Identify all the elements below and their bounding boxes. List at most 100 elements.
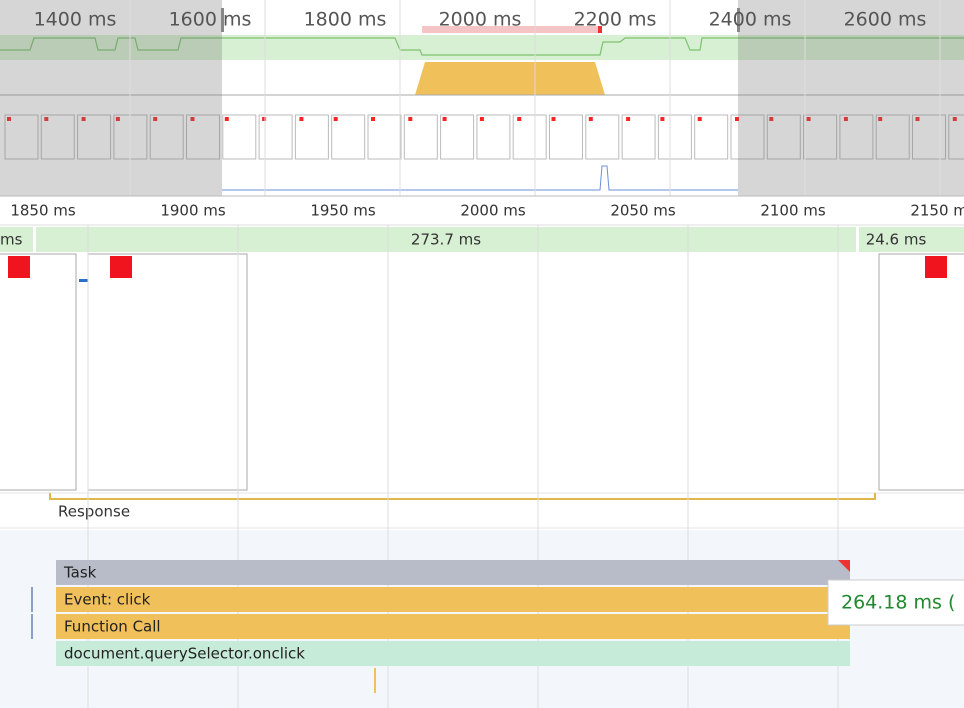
- ruler-tick-label: 1900 ms: [160, 202, 226, 220]
- thumbnail: [839, 114, 874, 160]
- thumb-dot: [371, 117, 375, 121]
- fps-strip: [0, 35, 964, 60]
- interaction-label: Response: [58, 503, 130, 521]
- thumbnail: [258, 114, 293, 160]
- thumbnail: [766, 114, 801, 160]
- thumbnail: [585, 114, 620, 160]
- long-task-bar: [422, 26, 600, 33]
- flame-labels: Task Event: click Function Call document.qu…: [63, 564, 305, 663]
- thumbnail: [476, 114, 511, 160]
- flame-bar[interactable]: [31, 587, 33, 612]
- thumbnail: [803, 114, 838, 160]
- thumb-dot: [408, 117, 413, 121]
- screenshot-strip: [4, 114, 964, 160]
- thumb-dot: [479, 117, 484, 121]
- thumbnail: [40, 114, 75, 160]
- ruler-tick-label: 2050 ms: [610, 202, 676, 220]
- thumb-dot: [697, 117, 702, 121]
- flame-label: document.querySelector.onclick: [64, 645, 305, 663]
- thumbnail: [549, 114, 583, 160]
- ruler-tick-label: 2000 ms: [460, 202, 526, 220]
- red-square: [110, 256, 132, 278]
- overview-tick-label: 1400 ms: [34, 9, 117, 31]
- ruler-tick-label: 2100 ms: [760, 202, 826, 220]
- window-handle-right[interactable]: [737, 8, 740, 32]
- long-task-flag: [838, 560, 850, 572]
- flame-bar[interactable]: [56, 614, 850, 639]
- window-handle-left[interactable]: [221, 8, 224, 32]
- thumb-dot: [7, 117, 11, 121]
- thumbnail: [440, 114, 475, 160]
- thumb-dot: [769, 117, 774, 121]
- ruler-tick-label: 1950 ms: [310, 202, 376, 220]
- thumbnail: [403, 114, 438, 160]
- thumbnail: [367, 114, 402, 160]
- thumb-dot: [952, 117, 957, 121]
- tooltip: [827, 579, 964, 626]
- frame-label: 24.6 ms: [866, 231, 927, 249]
- flame-bar[interactable]: [56, 587, 850, 612]
- screenshot[interactable]: [878, 253, 964, 491]
- thumb-dot: [224, 117, 229, 121]
- thumb-dot: [44, 117, 49, 121]
- flame-label: Event: click: [64, 591, 151, 609]
- ruler-tick-label: 2150 ms: [910, 202, 964, 220]
- red-square: [925, 256, 947, 278]
- overview-tick-label: 2600 ms: [844, 9, 927, 31]
- flame-label: Function Call: [64, 618, 161, 636]
- thumb-dot: [333, 117, 338, 121]
- thumbnail: [730, 114, 765, 160]
- overview-tick-label: 2000 ms: [439, 9, 522, 31]
- fps-line: [0, 37, 964, 56]
- flame-bar[interactable]: [31, 614, 33, 639]
- thumb-dot: [190, 117, 195, 121]
- thumbnail: [4, 114, 39, 160]
- tooltip-duration: 264.18 ms (: [841, 592, 955, 614]
- long-task-marker: [598, 26, 602, 33]
- frame-label: 273.7 ms: [411, 231, 481, 249]
- flame-label: Task: [63, 564, 97, 582]
- network-line: [222, 165, 738, 191]
- thumbnail: [222, 114, 257, 160]
- thumbnail: [948, 114, 964, 160]
- thumb-dot: [915, 117, 920, 121]
- frame[interactable]: [859, 227, 964, 252]
- flame-bar[interactable]: [56, 641, 850, 666]
- screenshot[interactable]: [87, 253, 248, 491]
- thumb-dot: [81, 117, 86, 121]
- overview-tick-label: 2400 ms: [709, 9, 792, 31]
- thumb-dot: [115, 117, 120, 121]
- thumbnail: [657, 114, 692, 160]
- thumb-dot: [660, 117, 665, 121]
- thumb-dot: [262, 117, 267, 121]
- flame-bar[interactable]: [56, 560, 850, 585]
- thumb-dot: [517, 117, 522, 121]
- thumbnail: [694, 114, 729, 160]
- response-bracket: [49, 493, 876, 500]
- screenshot[interactable]: [0, 253, 77, 491]
- cpu-chart: [415, 62, 605, 95]
- thumb-dot: [442, 117, 447, 121]
- thumbnail: [186, 114, 220, 160]
- thumb-dot: [299, 117, 304, 121]
- frame-label: ms: [0, 231, 23, 249]
- thumb-dot: [878, 117, 883, 121]
- thumb-dot: [153, 117, 158, 121]
- overview-tick-label: 1600 ms: [169, 9, 252, 31]
- thumbnail: [621, 114, 656, 160]
- thumbnail: [512, 114, 547, 160]
- thumb-dot: [626, 117, 631, 121]
- overview-shade-left: [0, 0, 222, 196]
- thumbnail: [149, 114, 184, 160]
- thumb-dot: [806, 117, 811, 121]
- thumbnail: [331, 114, 366, 160]
- overview-shade-right: [738, 0, 964, 196]
- cursor-mark: [79, 279, 88, 282]
- flame-bar[interactable]: [374, 668, 376, 693]
- thumb-dot: [551, 117, 556, 121]
- frame[interactable]: [36, 227, 856, 252]
- overview-tick-label: 1800 ms: [304, 9, 387, 31]
- frame[interactable]: [0, 227, 33, 252]
